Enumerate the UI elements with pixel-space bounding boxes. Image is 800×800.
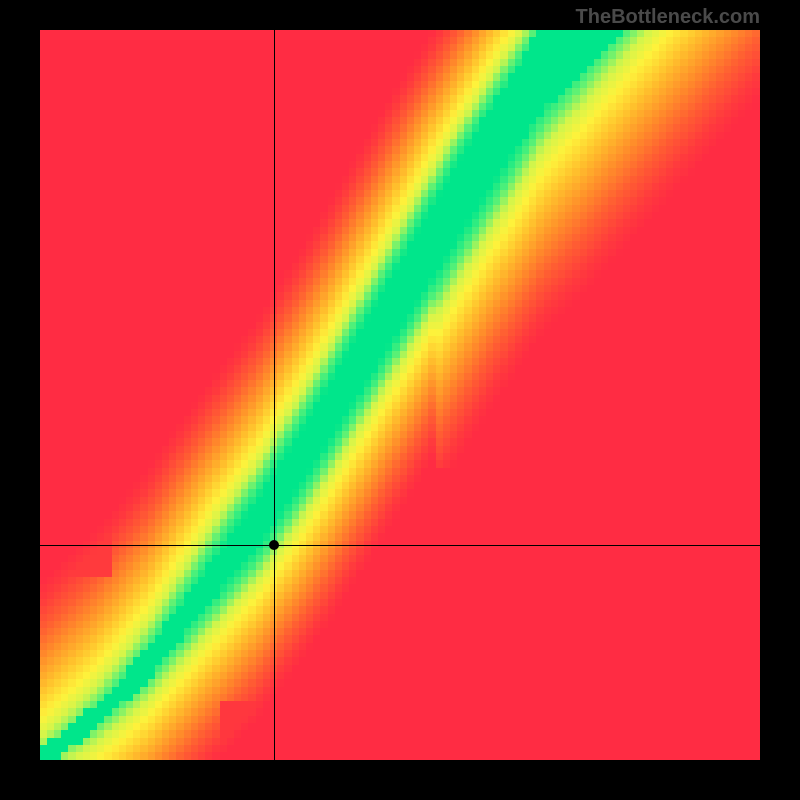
bottleneck-heatmap [40, 30, 760, 760]
selection-marker [269, 540, 279, 550]
plot-area [40, 30, 760, 760]
watermark-text: TheBottleneck.com [576, 6, 760, 29]
crosshair-vertical [274, 30, 275, 760]
crosshair-horizontal [40, 545, 760, 546]
